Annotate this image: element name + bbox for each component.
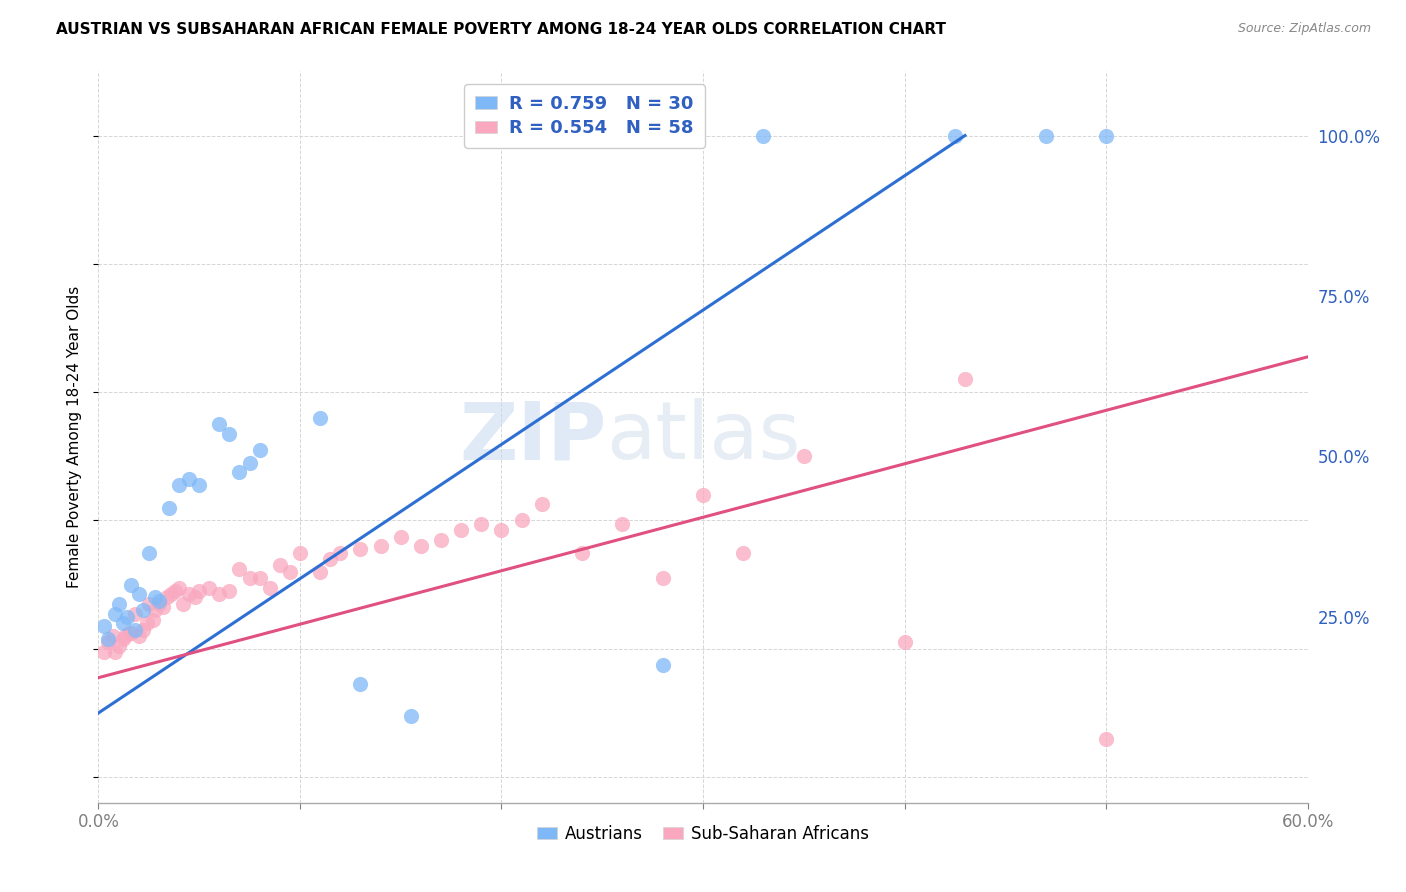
Point (319, 552, 342, 566)
Point (943, 128, 966, 143)
Point (651, 657, 673, 672)
Point (409, 539, 432, 553)
Point (228, 466, 250, 480)
Point (103, 607, 125, 621)
Point (953, 372, 976, 386)
Point (148, 597, 170, 611)
Point (692, 488, 714, 502)
Point (138, 597, 160, 611)
Point (148, 593, 170, 607)
Point (152, 600, 174, 615)
Point (132, 603, 155, 617)
Point (218, 426, 240, 441)
Y-axis label: Female Poverty Among 18-24 Year Olds: Female Poverty Among 18-24 Year Olds (67, 286, 83, 588)
Point (167, 581, 190, 595)
Point (278, 565, 301, 579)
Point (510, 514, 533, 528)
Point (179, 472, 201, 486)
Point (349, 542, 371, 557)
Point (97, 635, 120, 649)
Point (288, 545, 311, 559)
Point (370, 539, 392, 553)
Point (115, 609, 138, 624)
Point (167, 478, 190, 492)
Point (530, 498, 553, 512)
Point (228, 561, 250, 575)
Point (124, 607, 146, 621)
Point (138, 545, 160, 559)
Point (120, 625, 142, 640)
Point (733, 545, 755, 559)
Point (269, 558, 291, 573)
Point (142, 613, 165, 627)
Point (103, 645, 125, 659)
Point (389, 529, 412, 543)
Point (218, 584, 240, 599)
Point (450, 523, 472, 537)
Point (128, 629, 150, 643)
Point (111, 616, 134, 631)
Point (208, 417, 231, 432)
Text: Source: ZipAtlas.com: Source: ZipAtlas.com (1237, 22, 1371, 36)
Point (198, 581, 221, 595)
Point (107, 639, 129, 653)
Legend: Austrians, Sub-Saharan Africans: Austrians, Sub-Saharan Africans (530, 818, 876, 849)
Point (107, 597, 129, 611)
Point (470, 516, 492, 531)
Point (239, 456, 262, 470)
Point (249, 442, 271, 457)
Point (156, 591, 179, 605)
Point (114, 629, 136, 643)
Point (143, 603, 166, 617)
Point (160, 587, 183, 601)
Point (93, 619, 115, 633)
Point (752, 128, 775, 143)
Point (208, 587, 231, 601)
Point (93, 645, 115, 659)
Point (143, 591, 166, 605)
Point (132, 623, 155, 637)
Point (259, 581, 281, 595)
Point (329, 545, 352, 559)
Point (172, 597, 194, 611)
Point (101, 629, 124, 643)
Point (188, 478, 211, 492)
Text: ZIP: ZIP (458, 398, 606, 476)
Point (163, 584, 186, 599)
Point (249, 571, 271, 585)
Point (120, 577, 142, 591)
Point (184, 591, 207, 605)
Point (135, 616, 157, 631)
Point (1095, 128, 1118, 143)
Point (1095, 731, 1118, 746)
Point (239, 571, 262, 585)
Point (309, 410, 332, 425)
Point (793, 450, 815, 464)
Point (1035, 128, 1057, 143)
Text: AUSTRIAN VS SUBSAHARAN AFRICAN FEMALE POVERTY AMONG 18-24 YEAR OLDS CORRELATION : AUSTRIAN VS SUBSAHARAN AFRICAN FEMALE PO… (56, 22, 946, 37)
Point (893, 635, 915, 649)
Point (571, 545, 593, 559)
Point (612, 516, 634, 531)
Point (188, 584, 211, 599)
Text: atlas: atlas (606, 398, 800, 476)
Point (118, 625, 141, 640)
Point (111, 632, 134, 647)
Point (128, 587, 150, 601)
Point (309, 565, 332, 579)
Point (157, 500, 180, 515)
Point (179, 587, 201, 601)
Point (430, 533, 453, 547)
Point (124, 623, 146, 637)
Point (97, 632, 120, 647)
Point (651, 571, 673, 585)
Point (399, 709, 422, 723)
Point (491, 523, 513, 537)
Point (349, 677, 371, 691)
